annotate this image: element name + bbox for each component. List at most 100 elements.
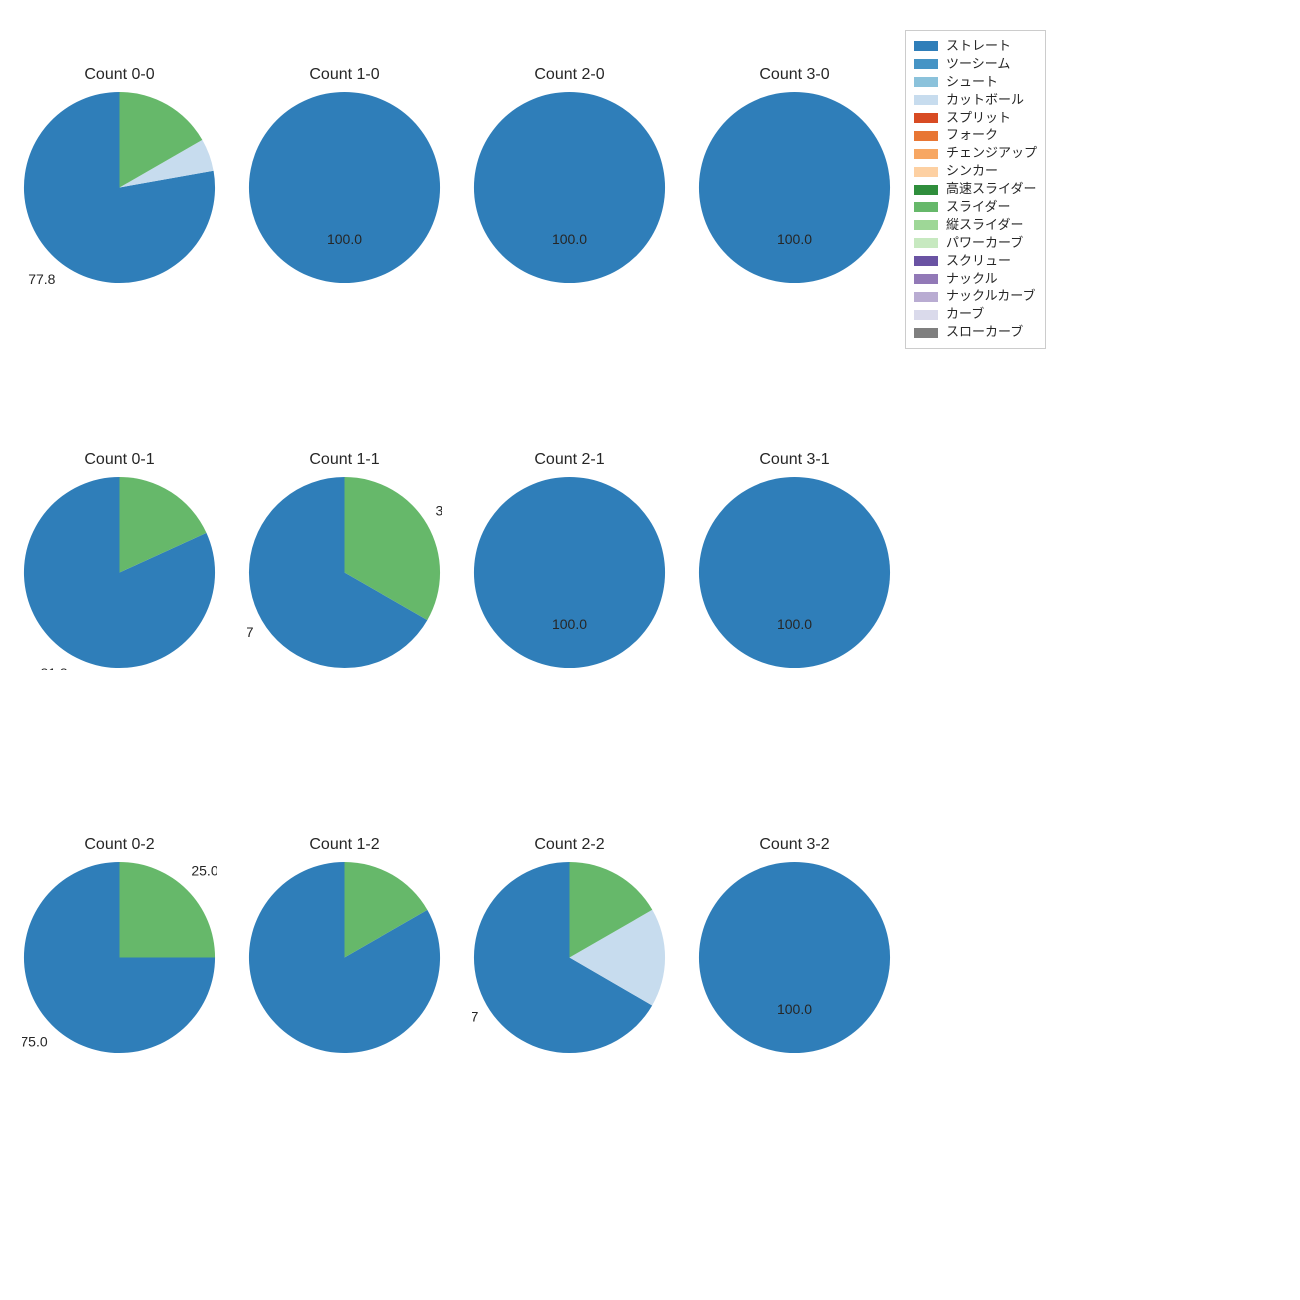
legend-item: パワーカーブ — [914, 235, 1037, 252]
legend-item: フォーク — [914, 127, 1037, 144]
legend-item: 高速スライダー — [914, 181, 1037, 198]
slice-label: 75.0 — [22, 1034, 48, 1050]
pie-svg: 100.0 — [472, 475, 667, 670]
legend-label: スクリュー — [946, 253, 1011, 270]
pie-chart: Count 0-077.816.7 — [22, 90, 217, 285]
chart-title: Count 0-2 — [22, 836, 217, 854]
pie-slice — [120, 862, 216, 958]
pie-slice — [699, 477, 890, 668]
chart-title: Count 3-2 — [697, 836, 892, 854]
legend-item: スローカーブ — [914, 324, 1037, 341]
legend: ストレートツーシームシュートカットボールスプリットフォークチェンジアップシンカー… — [905, 30, 1046, 349]
legend-item: ツーシーム — [914, 56, 1037, 73]
pie-slice — [699, 92, 890, 283]
legend-swatch — [914, 292, 938, 302]
pie-chart: Count 1-166.733.3 — [247, 475, 442, 670]
slice-label: 66.7 — [247, 624, 254, 640]
legend-item: カットボール — [914, 92, 1037, 109]
chart-title: Count 3-0 — [697, 66, 892, 84]
pie-chart: Count 3-1100.0 — [697, 475, 892, 670]
chart-title: Count 0-1 — [22, 451, 217, 469]
legend-swatch — [914, 59, 938, 69]
pie-svg: 100.0 — [697, 90, 892, 285]
legend-swatch — [914, 167, 938, 177]
legend-item: 縦スライダー — [914, 217, 1037, 234]
pie-svg: 81.8 18.2 — [22, 475, 217, 670]
legend-label: ツーシーム — [946, 56, 1010, 73]
legend-item: シンカー — [914, 163, 1037, 180]
pie-svg: 100.0 — [472, 90, 667, 285]
legend-swatch — [914, 310, 938, 320]
slice-label: 18.2 — [171, 475, 198, 478]
legend-label: ナックルカーブ — [946, 288, 1035, 305]
slice-label: 81.8 — [40, 665, 67, 670]
legend-swatch — [914, 238, 938, 248]
legend-label: ナックル — [946, 271, 998, 288]
legend-item: スプリット — [914, 110, 1037, 127]
legend-swatch — [914, 274, 938, 284]
legend-item: スクリュー — [914, 253, 1037, 270]
pie-svg: 75.0 25.0 — [22, 860, 217, 1055]
legend-label: スライダー — [946, 199, 1010, 216]
slice-label: 77.8 — [28, 271, 55, 285]
legend-item: ナックル — [914, 271, 1037, 288]
chart-title: Count 2-0 — [472, 66, 667, 84]
legend-label: 高速スライダー — [946, 181, 1036, 198]
legend-label: シンカー — [946, 163, 998, 180]
pie-svg: 100.0 — [247, 90, 442, 285]
pie-chart: Count 3-2100.0 — [697, 860, 892, 1055]
legend-item: カーブ — [914, 306, 1037, 323]
legend-label: 縦スライダー — [946, 217, 1023, 234]
legend-label: スローカーブ — [946, 324, 1023, 341]
pie-chart: Count 2-266.716.716.7 — [472, 860, 667, 1055]
legend-label: カーブ — [946, 306, 984, 323]
slice-label: 25.0 — [191, 863, 217, 879]
legend-swatch — [914, 41, 938, 51]
pie-slice — [474, 477, 665, 668]
pie-slice — [474, 92, 665, 283]
legend-swatch — [914, 202, 938, 212]
pie-svg: 83.316.7 — [247, 860, 442, 1055]
pie-chart: Count 1-283.316.7 — [247, 860, 442, 1055]
legend-item: スライダー — [914, 199, 1037, 216]
legend-swatch — [914, 77, 938, 87]
pie-svg: 100.0 — [697, 475, 892, 670]
legend-swatch — [914, 328, 938, 338]
legend-swatch — [914, 95, 938, 105]
chart-title: Count 2-1 — [472, 451, 667, 469]
legend-label: チェンジアップ — [946, 145, 1037, 162]
legend-label: シュート — [946, 74, 998, 91]
pie-svg: 66.716.716.7 — [472, 860, 667, 1055]
pie-chart: Count 2-1100.0 — [472, 475, 667, 670]
chart-title: Count 1-2 — [247, 836, 442, 854]
legend-label: フォーク — [946, 127, 998, 144]
pie-svg: 66.7 33.3 — [247, 475, 442, 670]
pie-chart: Count 0-275.025.0 — [22, 860, 217, 1055]
pie-chart: Count 0-181.818.2 — [22, 475, 217, 670]
pie-svg: 100.0 — [697, 860, 892, 1055]
slice-label: 33.3 — [436, 503, 442, 519]
chart-title: Count 1-1 — [247, 451, 442, 469]
legend-item: ストレート — [914, 38, 1037, 55]
pie-chart: Count 3-0100.0 — [697, 90, 892, 285]
pie-chart: Count 2-0100.0 — [472, 90, 667, 285]
chart-title: Count 0-0 — [22, 66, 217, 84]
pie-chart: Count 1-0100.0 — [247, 90, 442, 285]
pie-svg: 77.816.7 — [22, 90, 217, 285]
legend-label: スプリット — [946, 110, 1011, 127]
legend-label: パワーカーブ — [946, 235, 1023, 252]
legend-label: カットボール — [946, 92, 1024, 109]
legend-swatch — [914, 220, 938, 230]
legend-item: シュート — [914, 74, 1037, 91]
legend-swatch — [914, 113, 938, 123]
chart-title: Count 2-2 — [472, 836, 667, 854]
slice-label: 66.7 — [472, 1009, 479, 1025]
pie-slice — [249, 92, 440, 283]
legend-item: チェンジアップ — [914, 145, 1037, 162]
pie-slice — [699, 862, 890, 1053]
legend-label: ストレート — [946, 38, 1011, 55]
chart-title: Count 1-0 — [247, 66, 442, 84]
legend-swatch — [914, 256, 938, 266]
slice-label: 83.3 — [270, 1053, 297, 1055]
legend-item: ナックルカーブ — [914, 288, 1037, 305]
